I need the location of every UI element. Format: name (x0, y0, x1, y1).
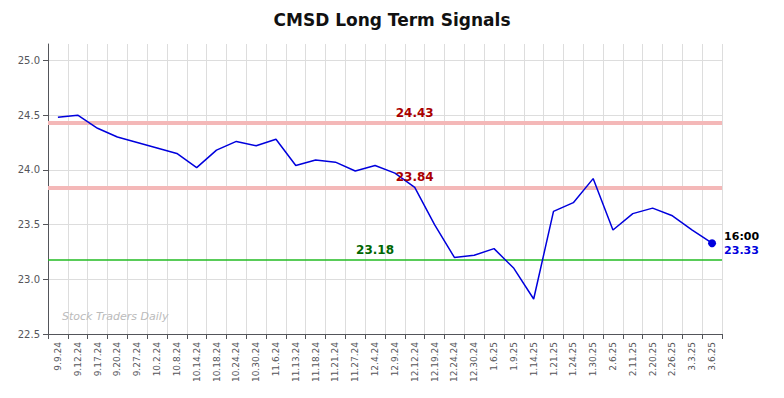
svg-text:10.18.24: 10.18.24 (212, 342, 222, 382)
svg-text:10.2.24: 10.2.24 (152, 342, 162, 377)
svg-text:12.12.24: 12.12.24 (410, 342, 420, 382)
svg-text:1.9.25: 1.9.25 (509, 342, 519, 371)
svg-text:9.27.24: 9.27.24 (132, 342, 142, 377)
svg-text:CMSD Long Term Signals: CMSD Long Term Signals (273, 10, 510, 30)
svg-text:9.12.24: 9.12.24 (73, 342, 83, 377)
svg-text:1.24.25: 1.24.25 (568, 342, 578, 376)
svg-text:23.84: 23.84 (396, 170, 434, 184)
svg-text:12.24.24: 12.24.24 (449, 342, 459, 382)
svg-text:23.18: 23.18 (356, 243, 394, 257)
svg-text:1.14.25: 1.14.25 (529, 342, 539, 376)
svg-text:9.9.24: 9.9.24 (53, 342, 63, 371)
svg-text:11.27.24: 11.27.24 (350, 342, 360, 382)
svg-text:24.0: 24.0 (18, 164, 40, 175)
svg-text:2.6.25: 2.6.25 (608, 342, 618, 371)
svg-text:1.6.25: 1.6.25 (489, 342, 499, 371)
svg-text:12.4.24: 12.4.24 (370, 342, 380, 377)
svg-text:11.6.24: 11.6.24 (271, 342, 281, 377)
svg-text:23.33: 23.33 (724, 244, 759, 257)
svg-text:12.19.24: 12.19.24 (430, 342, 440, 382)
svg-text:3.6.25: 3.6.25 (707, 342, 717, 371)
svg-text:23.5: 23.5 (18, 219, 40, 230)
svg-text:3.3.25: 3.3.25 (687, 342, 697, 371)
svg-text:2.20.25: 2.20.25 (648, 342, 658, 376)
svg-text:10.30.24: 10.30.24 (251, 342, 261, 382)
svg-text:24.43: 24.43 (396, 106, 434, 120)
svg-text:10.14.24: 10.14.24 (192, 342, 202, 382)
svg-text:9.17.24: 9.17.24 (93, 342, 103, 377)
svg-text:Stock Traders Daily: Stock Traders Daily (62, 310, 169, 323)
svg-text:11.21.24: 11.21.24 (330, 342, 340, 382)
svg-text:2.26.25: 2.26.25 (667, 342, 677, 376)
svg-text:24.5: 24.5 (18, 110, 40, 121)
svg-text:16:00: 16:00 (724, 230, 759, 243)
svg-text:23.0: 23.0 (18, 274, 40, 285)
svg-text:9.20.24: 9.20.24 (112, 342, 122, 377)
svg-text:12.9.24: 12.9.24 (390, 342, 400, 377)
svg-text:2.11.25: 2.11.25 (628, 342, 638, 376)
svg-text:1.30.25: 1.30.25 (588, 342, 598, 376)
svg-text:22.5: 22.5 (18, 329, 40, 340)
svg-text:11.13.24: 11.13.24 (291, 342, 301, 382)
svg-text:10.24.24: 10.24.24 (231, 342, 241, 382)
svg-text:11.18.24: 11.18.24 (311, 342, 321, 382)
svg-text:25.0: 25.0 (18, 55, 40, 66)
svg-text:1.21.25: 1.21.25 (549, 342, 559, 376)
svg-text:10.8.24: 10.8.24 (172, 342, 182, 377)
svg-text:12.30.24: 12.30.24 (469, 342, 479, 382)
